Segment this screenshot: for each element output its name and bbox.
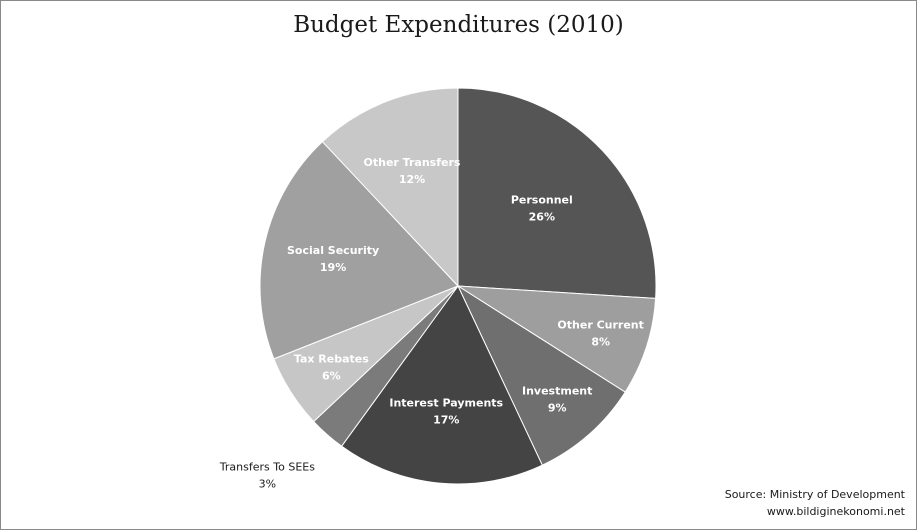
slice-label-social-security: Social Security 19% — [287, 244, 379, 274]
slice-label-other-transfers: Other Transfers 12% — [364, 156, 461, 186]
slice-value-label: 3% — [259, 478, 276, 491]
slice-label-tax-rebates: Tax Rebates 6% — [294, 352, 369, 382]
slice-value-label: 8% — [591, 335, 610, 348]
pie-slice-personnel — [457, 87, 657, 299]
slice-category-label: Interest Payments — [389, 396, 503, 409]
slice-category-label: Other Transfers — [364, 156, 461, 169]
slice-category-label: Other Current — [557, 318, 643, 331]
slice-label-personnel: Personnel 26% — [511, 193, 573, 223]
slice-label-transfers-to-sees: Transfers To SEEs 3% — [219, 461, 315, 491]
slice-category-label: Social Security — [287, 244, 379, 257]
slice-value-label: 26% — [529, 210, 555, 223]
slice-category-label: Transfers To SEEs — [219, 461, 315, 474]
pie-slice-other-current — [457, 285, 657, 393]
slice-category-label: Personnel — [511, 193, 573, 206]
slice-value-label: 19% — [320, 261, 346, 274]
slice-label-other-current: Other Current 8% — [557, 318, 643, 348]
chart-title: Budget Expenditures (2010) — [293, 12, 624, 38]
pie-slice-investment — [456, 284, 626, 466]
source-line: Source: Ministry of Development — [724, 488, 905, 501]
pie-slice-other-transfers — [321, 87, 459, 288]
slice-label-investment: Investment 9% — [522, 385, 592, 415]
slice-value-label: 6% — [322, 369, 341, 382]
slice-value-label: 12% — [399, 173, 425, 186]
slice-label-interest-payments: Interest Payments 17% — [389, 396, 503, 426]
slice-value-label: 9% — [548, 402, 567, 415]
source-note: Source: Ministry of Development www.bild… — [725, 486, 905, 520]
pie-slice-interest-payments — [340, 285, 543, 485]
slice-value-label: 17% — [433, 413, 459, 426]
pie-slice-social-security — [259, 140, 459, 360]
slice-category-label: Investment — [522, 385, 592, 398]
slice-category-label: Tax Rebates — [294, 352, 369, 365]
source-url: www.bildiginekonomi.net — [766, 505, 905, 518]
